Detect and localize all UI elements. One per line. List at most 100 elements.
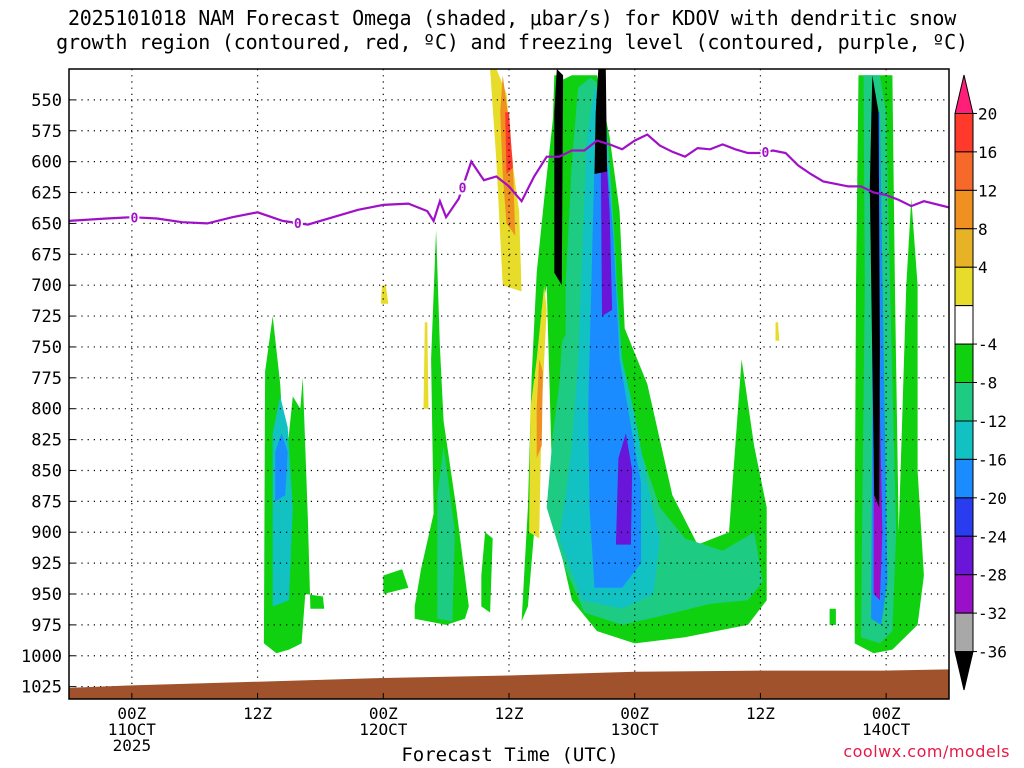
x-tick-label: 00Z (872, 704, 901, 723)
freezing-level-label: 0 (459, 182, 467, 197)
colorbar-swatch (954, 266, 974, 307)
colorbar-label: -36 (978, 643, 1007, 662)
y-tick-label: 975 (31, 616, 62, 636)
title-line-1: 2025101018 NAM Forecast Omega (shaded, μ… (67, 6, 957, 30)
x-tick-label: 00Z (117, 704, 146, 723)
freezing-level-label-bg (292, 216, 303, 231)
y-tick-label: 575 (31, 122, 62, 142)
omega-region-3 (383, 569, 409, 594)
y-axis: 550 575 600 625 650 675 700 725 750 775 800 825 850 8… (21, 91, 75, 698)
omega-region-28 (775, 322, 780, 341)
omega-region-14 (554, 69, 564, 286)
freezing-level-label: 0 (294, 217, 302, 232)
colorbar-swatch (954, 651, 974, 691)
omega-region-12 (600, 124, 613, 317)
colorbar-label: 12 (978, 181, 997, 200)
colorbar: 20 16 12 8 4 -4 -8 -12 -16 -20 -24 -28 -32 -36 (954, 74, 1007, 691)
y-tick-label: 675 (31, 245, 62, 265)
y-tick-label: 650 (31, 214, 62, 234)
x-tick-label: 14OCT (862, 720, 911, 739)
y-tick-label: 825 (31, 431, 62, 451)
omega-region-11 (615, 433, 633, 545)
y-tick-label: 600 (31, 153, 62, 173)
colorbar-label: -16 (978, 450, 1007, 469)
colorbar-label: -20 (978, 489, 1007, 508)
omega-region-27 (380, 285, 389, 304)
colorbar-swatch (954, 305, 974, 345)
x-tick-label: 12Z (746, 704, 775, 723)
colorbar-label: -12 (978, 412, 1007, 431)
colorbar-swatch (954, 535, 974, 576)
freezing-level-label: 0 (762, 146, 770, 161)
colorbar-swatch (954, 612, 974, 653)
colorbar-swatch (954, 420, 974, 460)
y-tick-label: 550 (31, 91, 62, 111)
colorbar-swatch (954, 112, 974, 153)
y-tick-label: 1025 (21, 678, 62, 698)
x-axis-label: Forecast Time (UTC) (401, 744, 619, 766)
title-line-2: growth region (contoured, red, ºC) and f… (56, 30, 968, 54)
colorbar-label: 8 (978, 220, 988, 239)
freezing-level-label: 0 (130, 211, 138, 226)
colorbar-label: 16 (978, 143, 997, 162)
x-tick-label: 2025 (113, 736, 152, 755)
colorbar-label: -8 (978, 374, 997, 393)
colorbar-swatch (954, 458, 974, 499)
freezing-level-label-bg (457, 180, 468, 195)
omega-region-4 (414, 229, 469, 625)
y-tick-label: 625 (31, 184, 62, 204)
omega-region-26 (536, 359, 543, 459)
colorbar-label: 20 (978, 104, 997, 123)
y-tick-label: 900 (31, 523, 62, 543)
colorbar-label: -24 (978, 527, 1007, 546)
chart-title: 2025101018 NAM Forecast Omega (shaded, μ… (0, 6, 1024, 54)
site-credit-link[interactable]: coolwx.com/models (843, 742, 1010, 761)
omega-region-20 (869, 75, 880, 508)
y-tick-label: 725 (31, 307, 62, 327)
omega-shading (263, 69, 924, 654)
omega-region-6 (481, 532, 493, 613)
colorbar-swatch (954, 151, 974, 191)
colorbar-swatch (954, 343, 974, 383)
freezing-level-line (69, 133, 949, 226)
colorbar-label: -28 (978, 566, 1007, 585)
x-tick-label: 12Z (495, 704, 524, 723)
y-tick-label: 925 (31, 554, 62, 574)
omega-region-15 (594, 69, 608, 174)
omega-region-21 (829, 608, 836, 625)
omega-region-2 (275, 433, 288, 502)
colorbar-label: -32 (978, 604, 1007, 623)
y-tick-label: 850 (31, 461, 62, 481)
omega-region-29 (423, 322, 429, 409)
y-tick-label: 1000 (21, 647, 62, 667)
omega-region-5 (437, 445, 455, 622)
y-tick-label: 775 (31, 369, 62, 389)
y-tick-label: 875 (31, 492, 62, 512)
colorbar-swatch (954, 228, 974, 268)
freezing-level-layer: 0 0 0 0 (69, 133, 949, 232)
colorbar-swatch (954, 382, 974, 422)
colorbar-swatch (954, 189, 974, 230)
x-tick-label: 13OCT (611, 720, 660, 739)
colorbar-label: -4 (978, 335, 997, 354)
omega-region-24 (505, 112, 513, 174)
freezing-level-label-bg (129, 210, 140, 225)
ground-layer (69, 669, 949, 699)
colorbar-swatch (954, 74, 974, 114)
x-tick-label: 00Z (369, 704, 398, 723)
x-tick-label: 11OCT (108, 720, 157, 739)
ground-surface (69, 669, 949, 699)
colorbar-label: 4 (978, 258, 988, 277)
x-tick-label: 12Z (243, 704, 272, 723)
y-tick-label: 700 (31, 276, 62, 296)
y-tick-label: 750 (31, 338, 62, 358)
y-tick-label: 950 (31, 585, 62, 605)
freezing-level-label-bg (760, 145, 771, 160)
x-tick-label: 12OCT (359, 720, 408, 739)
x-tick-label: 00Z (620, 704, 649, 723)
colorbar-swatch (954, 497, 974, 537)
y-tick-label: 800 (31, 400, 62, 420)
colorbar-swatch (954, 574, 974, 614)
